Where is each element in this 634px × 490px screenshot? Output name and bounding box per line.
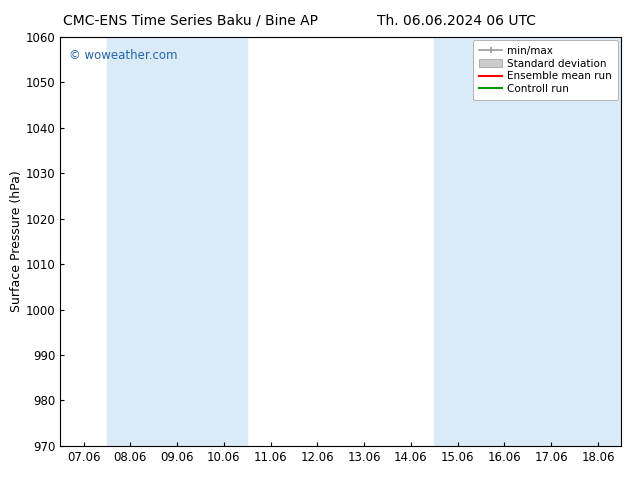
Y-axis label: Surface Pressure (hPa): Surface Pressure (hPa) (10, 171, 23, 312)
Legend: min/max, Standard deviation, Ensemble mean run, Controll run: min/max, Standard deviation, Ensemble me… (473, 40, 618, 100)
Text: CMC-ENS Time Series Baku / Bine AP: CMC-ENS Time Series Baku / Bine AP (63, 14, 318, 28)
Bar (574, 37, 621, 446)
Bar (107, 37, 247, 446)
Bar (434, 37, 574, 446)
Text: Th. 06.06.2024 06 UTC: Th. 06.06.2024 06 UTC (377, 14, 536, 28)
Text: © woweather.com: © woweather.com (68, 49, 177, 62)
